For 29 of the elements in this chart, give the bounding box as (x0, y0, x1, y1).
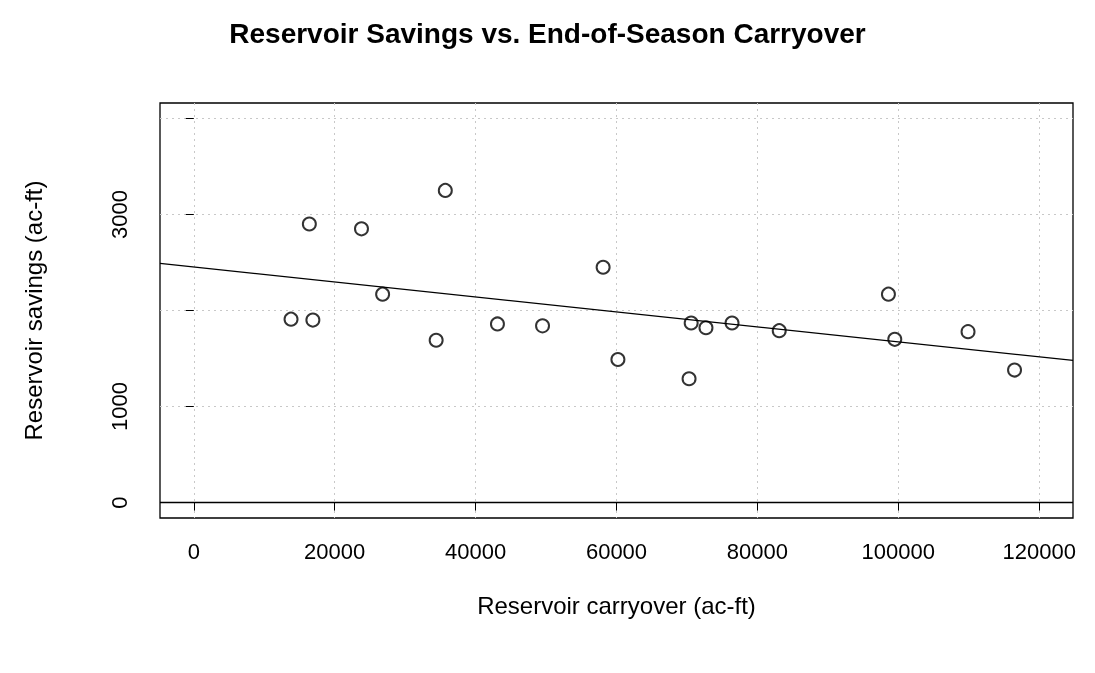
point (305, 312, 321, 328)
point (698, 320, 714, 336)
y-tick-label: 3000 (106, 189, 132, 239)
point (610, 352, 626, 367)
point (681, 371, 697, 387)
point (301, 216, 317, 232)
point (375, 286, 391, 302)
y-axis-title: Reservoir savings (ac-ft) (19, 180, 47, 441)
point (283, 311, 299, 327)
y-tick-label: 0 (106, 496, 132, 509)
point (489, 316, 505, 332)
x-tick-label: 60000 (585, 538, 648, 564)
x-tick-label: 100000 (861, 538, 935, 564)
chart-title: Reservoir Savings vs. End-of-Season Carryover (229, 17, 866, 49)
point (353, 221, 369, 237)
point (880, 286, 896, 302)
x-tick-label: 40000 (445, 538, 507, 564)
point (437, 182, 453, 198)
x-tick-label: 20000 (304, 538, 366, 564)
y-tick-label: 1000 (106, 382, 132, 432)
x-tick-label: 120000 (1002, 538, 1076, 564)
point (595, 259, 611, 275)
x-tick-label: 80000 (726, 538, 788, 564)
point (428, 332, 444, 348)
x-tick-label: 0 (187, 538, 200, 564)
point (535, 318, 551, 334)
point (960, 324, 976, 340)
point (1007, 362, 1023, 378)
x-axis-title: Reservoir carryover (ac-ft) (477, 591, 756, 619)
